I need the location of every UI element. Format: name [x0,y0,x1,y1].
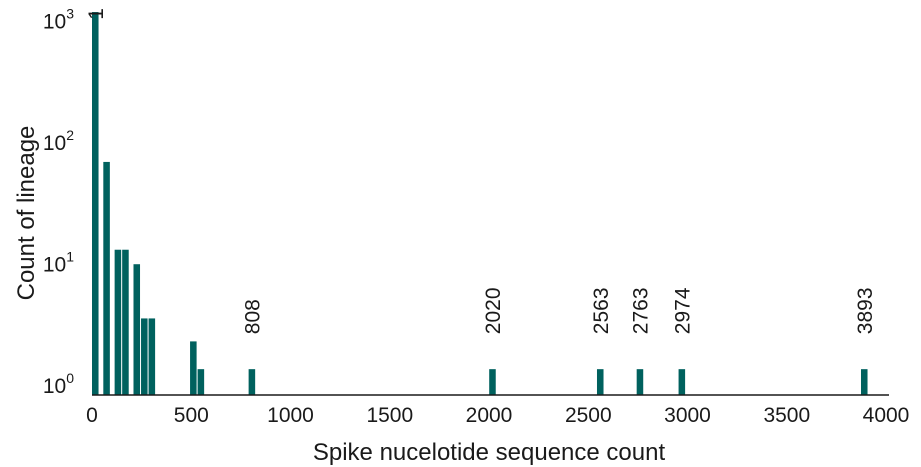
bar-11 [596,369,604,395]
bar-7 [190,341,197,395]
x-tick-label-1: 500 [174,404,209,427]
bar-4 [133,264,141,395]
bar-data-labels: 1 808 2020 2563 2763 2974 3893 [85,8,877,334]
y-tick-label-1: 101 [43,249,74,277]
bar-label-0: 1 [85,8,108,20]
x-tick-label-3: 1500 [366,404,413,427]
x-tick-label-5: 2500 [565,404,612,427]
x-tick-label-4: 2000 [466,404,513,427]
y-tick-label-3: 103 [43,6,74,34]
bar-12 [636,369,644,395]
bar-5 [141,318,148,395]
y-axis-title: Count of lineage [13,126,40,301]
bar-0 [92,12,99,396]
x-axis-ticks: 0 500 1000 1500 2000 2500 3000 3500 4000 [86,404,909,427]
bar-8 [197,369,205,395]
bars-layer [92,12,868,396]
bar-10 [489,369,496,395]
bar-label-12: 2763 [630,287,653,334]
bar-6 [148,318,156,395]
bar-label-14: 3893 [854,287,877,334]
bar-1 [103,161,110,395]
bar-label-9: 808 [241,299,264,334]
x-tick-label-6: 3000 [664,404,711,427]
bar-3 [122,249,129,395]
x-tick-label-7: 3500 [763,404,810,427]
bar-label-10: 2020 [482,287,505,334]
bar-2 [114,249,122,395]
bar-label-13: 2974 [671,287,694,334]
x-tick-label-0: 0 [86,404,98,427]
x-tick-label-2: 1000 [267,404,314,427]
bar-label-11: 2563 [590,287,613,334]
x-tick-label-8: 4000 [863,404,910,427]
bar-14 [860,369,868,395]
x-axis-title: Spike nucelotide sequence count [313,439,666,466]
bar-13 [678,369,686,395]
y-tick-label-0: 100 [43,370,74,398]
y-tick-label-2: 102 [43,127,74,155]
bar-9 [248,369,256,395]
y-axis-ticks: 100 101 102 103 [43,6,74,399]
